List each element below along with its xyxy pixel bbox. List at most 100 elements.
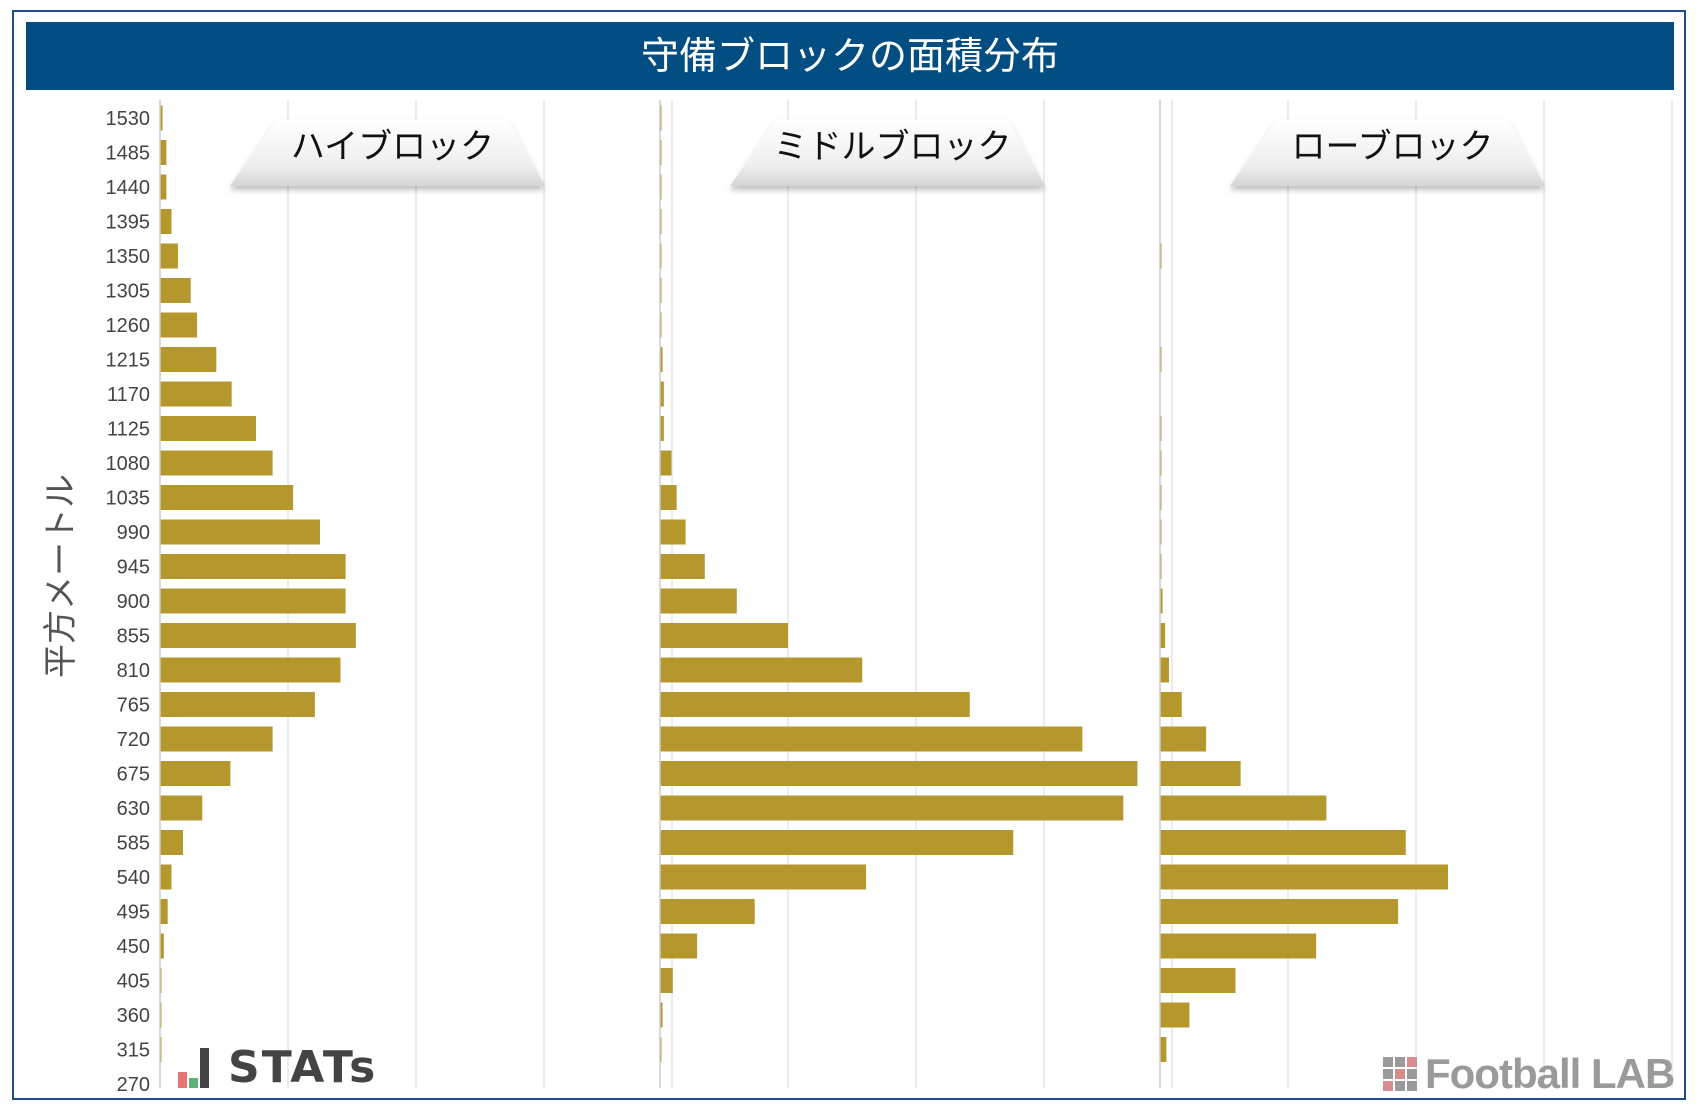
bar [160,381,232,407]
y-tick-label: 720 [117,729,150,751]
y-tick-label: 1350 [106,246,151,268]
bar [660,795,1124,821]
bar [160,899,168,924]
bar [160,761,231,786]
y-tick-label: 1305 [106,281,151,303]
bar [660,864,867,890]
bar [1160,1037,1167,1062]
stats-logo: STATs [178,1042,378,1093]
y-tick-label: 360 [117,1005,150,1027]
y-tick-label: 315 [117,1040,150,1062]
bar [160,174,167,200]
bar [160,278,191,303]
bar [160,657,341,683]
bar [160,830,184,855]
bar [660,1002,663,1028]
bar [1160,692,1182,717]
bar [660,899,755,924]
bar [160,209,172,234]
bar [160,105,163,131]
stats-logo-icon [178,1048,218,1088]
y-tick-label: 1080 [106,453,151,475]
bar [1160,795,1327,821]
bar [160,243,178,269]
bar [160,623,356,648]
bar [660,519,686,545]
bar [1160,761,1241,786]
bar [160,554,346,579]
y-tick-label: 765 [117,695,150,717]
y-tick-label: 1260 [106,315,151,337]
panel-label: ハイブロック [291,127,494,167]
y-tick-label: 1440 [106,177,151,199]
bar [660,485,677,510]
bar [660,761,1138,786]
bar [1160,1002,1190,1028]
bar [660,450,672,476]
stats-logo-text: STATs [228,1042,378,1093]
bar [660,588,737,614]
football-lab-logo: Football LAB [1383,1050,1675,1098]
y-tick-label: 540 [117,867,150,889]
bar [160,864,172,890]
panel-tab [1230,120,1545,186]
bar [160,485,294,510]
bar [660,347,663,372]
bar [160,933,164,959]
panel-tab [730,120,1045,186]
bar [660,554,705,579]
y-tick-label: 1485 [106,143,151,165]
bar [660,381,664,407]
y-tick-label: 900 [117,591,150,613]
bar [160,519,320,545]
y-tick-label: 495 [117,902,150,924]
football-lab-logo-text: Football LAB [1425,1050,1675,1097]
bar [160,347,217,372]
bar [1160,864,1448,890]
bar [660,933,698,959]
y-tick-label: 945 [117,557,150,579]
bar [1160,588,1163,614]
bar [1160,933,1317,959]
bar [160,795,203,821]
bar [1160,623,1166,648]
y-tick-label: 855 [117,626,150,648]
y-tick-label: 450 [117,936,150,958]
bar [160,140,167,165]
y-tick-label: 1530 [106,108,151,130]
bar [1160,726,1207,752]
y-tick-label: 405 [117,971,150,993]
bar [160,416,256,441]
bar [160,588,346,614]
bar [160,726,273,752]
y-tick-label: 1215 [106,350,151,372]
bar [660,726,1083,752]
bar [1160,899,1399,924]
bar [160,450,273,476]
bar [660,830,1014,855]
panel-label: ローブロック [1292,127,1494,167]
panel-label: ミドルブロック [774,127,1012,167]
bar [660,416,664,441]
football-lab-logo-icon [1383,1057,1417,1091]
y-tick-label: 630 [117,798,150,820]
y-axis-title: 平方メートル [41,474,81,678]
bar [160,692,315,717]
y-tick-label: 1395 [106,212,151,234]
bar [660,968,673,993]
bar [1160,968,1236,993]
y-tick-label: 675 [117,764,150,786]
y-tick-label: 585 [117,833,150,855]
y-tick-label: 270 [117,1074,150,1096]
bar [660,692,970,717]
y-tick-label: 990 [117,522,150,544]
chart-title: 守備ブロックの面積分布 [26,22,1674,90]
y-tick-label: 1170 [107,384,150,406]
y-tick-label: 1125 [107,419,150,441]
bar [1160,830,1406,855]
bar [160,312,198,338]
panel-tab [230,120,545,186]
y-tick-label: 810 [117,660,150,682]
y-tick-label: 1035 [106,488,151,510]
